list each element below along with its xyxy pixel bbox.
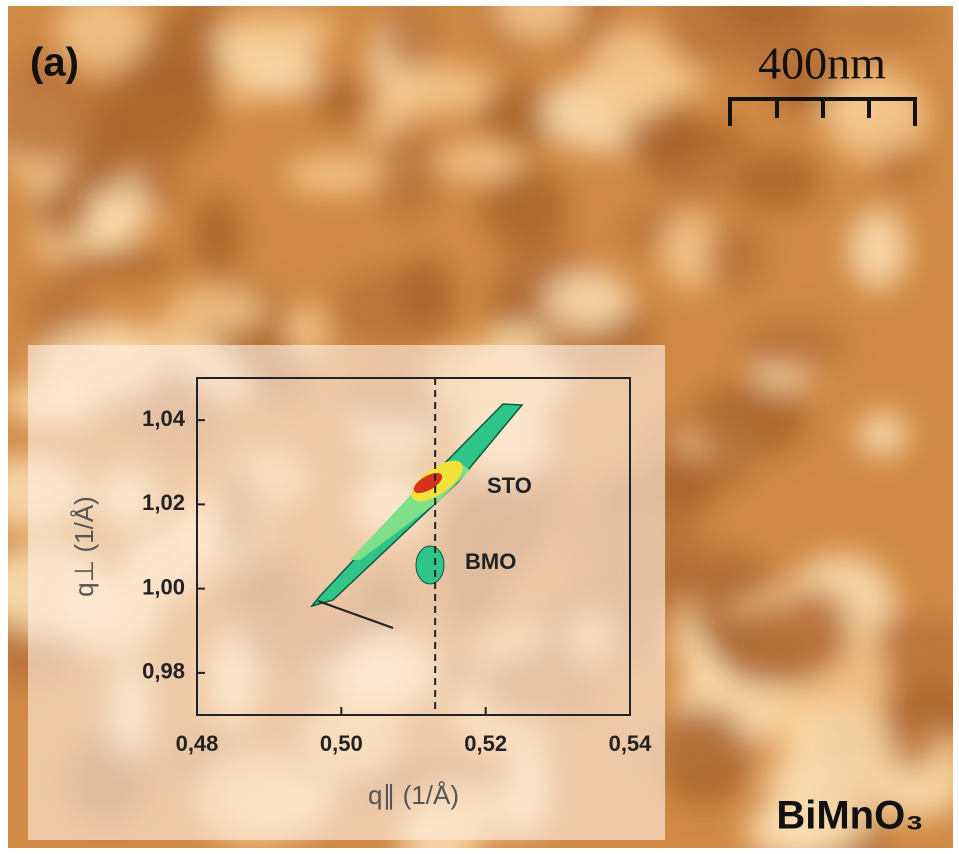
- afm-grain: [739, 316, 848, 371]
- y-tick-label: 1,00: [142, 574, 185, 599]
- x-tick-label: 0,54: [609, 731, 653, 756]
- y-tick-label: 0,98: [142, 659, 185, 684]
- afm-grain: [656, 455, 752, 490]
- afm-grain: [891, 720, 936, 769]
- x-tick-label: 0,50: [320, 731, 363, 756]
- afm-grain: [691, 382, 809, 460]
- afm-grain: [876, 146, 928, 190]
- afm-grain: [373, 124, 441, 223]
- afm-grain: [545, 271, 632, 330]
- annotation: STO: [487, 473, 532, 498]
- x-tick-label: 0,48: [176, 731, 219, 756]
- afm-grain: [191, 194, 244, 277]
- y-tick-label: 1,02: [142, 490, 185, 515]
- x-tick-label: 0,52: [464, 731, 507, 756]
- afm-grain: [660, 160, 734, 200]
- afm-grain: [731, 150, 822, 212]
- x-axis-label: q∥ (1/Å): [368, 780, 459, 810]
- panel-label: (a): [30, 41, 79, 85]
- y-axis-label: q⊥ (1/Å): [69, 496, 99, 597]
- afm-grain: [168, 287, 267, 334]
- afm-grain: [314, 79, 369, 126]
- afm-grain: [658, 707, 750, 805]
- afm-grain: [849, 209, 908, 290]
- afm-grain: [434, 144, 522, 181]
- bmo-peak: [416, 546, 444, 584]
- scale-bar-label: 400nm: [758, 38, 886, 89]
- figure: (a) 400nm BiMnO₃ 0,48 0,50 0,52 0,54 0,98 1,0…: [0, 0, 959, 854]
- afm-grain: [588, 27, 679, 122]
- page: (a) 400nm BiMnO₃ 0,48 0,50 0,52 0,54 0,98 1,0…: [0, 0, 959, 854]
- afm-grain: [36, 184, 91, 240]
- afm-grain: [781, 588, 851, 666]
- material-label: BiMnO₃: [776, 794, 923, 838]
- afm-grain: [706, 220, 769, 293]
- afm-grain: [285, 155, 383, 194]
- afm-grain: [397, 256, 456, 331]
- afm-grain: [857, 412, 908, 457]
- afm-grain: [760, 760, 883, 794]
- afm-grain: [221, 11, 337, 49]
- afm-grain: [56, 250, 179, 280]
- annotation: BMO: [465, 549, 516, 574]
- inset-panel: [28, 345, 665, 840]
- y-tick-label: 1,04: [142, 406, 186, 431]
- afm-grain: [135, 155, 186, 208]
